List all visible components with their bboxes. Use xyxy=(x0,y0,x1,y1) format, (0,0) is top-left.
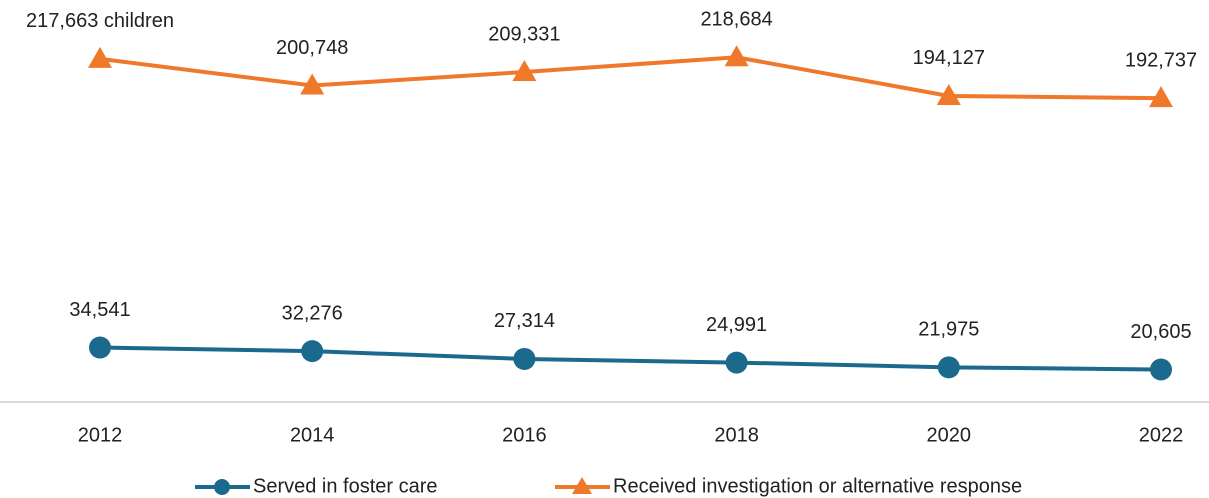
data-label: 192,737 xyxy=(1125,49,1197,71)
data-label: 200,748 xyxy=(276,37,348,59)
x-tick-label: 2022 xyxy=(1139,424,1184,446)
data-label: 24,991 xyxy=(706,314,767,336)
legend-swatch-marker xyxy=(214,479,230,495)
x-tick-label: 2016 xyxy=(502,424,547,446)
data-label: 20,605 xyxy=(1130,321,1191,343)
data-point xyxy=(301,340,324,363)
data-point xyxy=(936,83,961,105)
series-line xyxy=(99,345,1162,372)
legend-swatch-marker xyxy=(572,477,592,494)
data-label: 194,127 xyxy=(913,47,985,69)
x-tick-label: 2014 xyxy=(290,424,335,446)
data-label: 21,975 xyxy=(918,319,979,341)
data-point xyxy=(300,73,325,95)
data-label: 218,684 xyxy=(700,9,772,31)
data-point xyxy=(89,336,111,359)
data-point xyxy=(512,59,537,81)
data-label: 27,314 xyxy=(494,310,555,332)
x-tick-label: 2018 xyxy=(714,424,759,446)
data-label: 209,331 xyxy=(488,23,560,45)
x-tick-label: 2012 xyxy=(78,424,123,446)
data-point xyxy=(1150,358,1172,381)
data-point xyxy=(725,351,748,374)
x-tick-label: 2020 xyxy=(927,424,972,446)
data-label: 217,663 children xyxy=(26,10,174,32)
data-label: 32,276 xyxy=(282,302,343,324)
data-point xyxy=(1149,86,1173,108)
data-point xyxy=(513,347,536,370)
data-point xyxy=(937,356,960,379)
legend-label: Served in foster care xyxy=(253,475,438,497)
data-point xyxy=(88,46,112,68)
data-point xyxy=(724,45,749,67)
legend-label: Received investigation or alternative re… xyxy=(613,475,1022,497)
data-label: 34,541 xyxy=(69,299,130,321)
series-line xyxy=(99,55,1162,101)
